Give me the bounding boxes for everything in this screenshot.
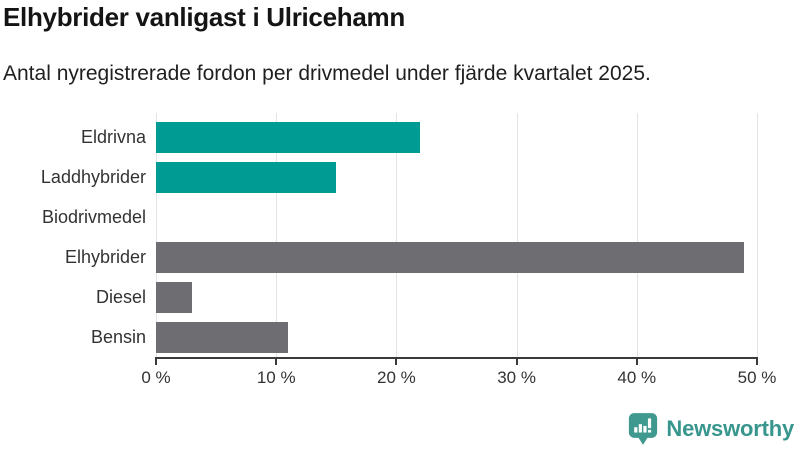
brand-name: Newsworthy — [666, 416, 794, 441]
gridline — [396, 113, 398, 358]
chart-subtitle: Antal nyregistrerade fordon per drivmede… — [3, 62, 651, 85]
bar-track — [156, 161, 756, 193]
bar-laddhybrider — [156, 161, 336, 193]
chart-title: Elhybrider vanligast i Ulricehamn — [3, 2, 405, 32]
category-label: Biodrivmedel — [41, 206, 146, 227]
gridline — [516, 113, 518, 358]
category-label: Eldrivna — [80, 126, 146, 147]
gridlines — [156, 113, 758, 358]
bar-track — [156, 322, 756, 354]
axis-tick — [395, 359, 398, 365]
chart-row: Elhybrider — [0, 238, 756, 278]
chart-row: Diesel — [0, 278, 756, 318]
axis-tick-label: 10 % — [256, 368, 296, 387]
newsworthy-branding: Newsworthy — [628, 412, 794, 446]
bar-track — [156, 282, 756, 314]
category-label: Elhybrider — [64, 247, 146, 268]
axis-tick — [635, 359, 638, 365]
axis-tick — [155, 359, 157, 365]
chart-row: Bensin — [0, 318, 756, 358]
axis-tick-label: 40 % — [617, 368, 657, 387]
axis-tick-label: 20 % — [377, 368, 416, 387]
bar-track — [156, 202, 756, 233]
plot-area: Eldrivna Laddhybrider Biodrivmedel Elhybrid… — [0, 113, 760, 358]
bar-eldrivna — [156, 121, 420, 153]
x-axis-ticks: 0 % 10 % 20 % 30 % 40 % 50 % — [141, 359, 776, 395]
gridline — [156, 113, 157, 358]
axis-tick-label: 50 % — [737, 368, 777, 387]
bar-bensin — [156, 322, 288, 354]
category-label: Bensin — [90, 327, 146, 348]
chart-row: Laddhybrider — [0, 157, 756, 197]
x-axis-line — [155, 357, 758, 359]
category-label: Laddhybrider — [40, 166, 146, 187]
bar-diesel — [156, 282, 192, 314]
newsworthy-logo-icon — [629, 413, 658, 445]
category-label: Diesel — [95, 287, 146, 308]
axis-tick — [275, 359, 278, 365]
bar-track — [156, 121, 756, 153]
chart-rows: Eldrivna Laddhybrider Biodrivmedel Elhybrid… — [0, 117, 756, 358]
chart-row: Eldrivna — [0, 117, 756, 157]
axis-tick-label: 30 % — [497, 368, 536, 387]
chart-row: Biodrivmedel — [0, 197, 756, 237]
gridline — [757, 113, 758, 358]
axis-tick — [515, 359, 518, 365]
bar-track — [156, 242, 756, 274]
axis-tick-label: 0 % — [141, 368, 171, 387]
gridline — [276, 113, 278, 358]
axis-tick — [756, 359, 758, 365]
bar-elhybrider — [156, 242, 744, 274]
gridline — [636, 113, 638, 358]
